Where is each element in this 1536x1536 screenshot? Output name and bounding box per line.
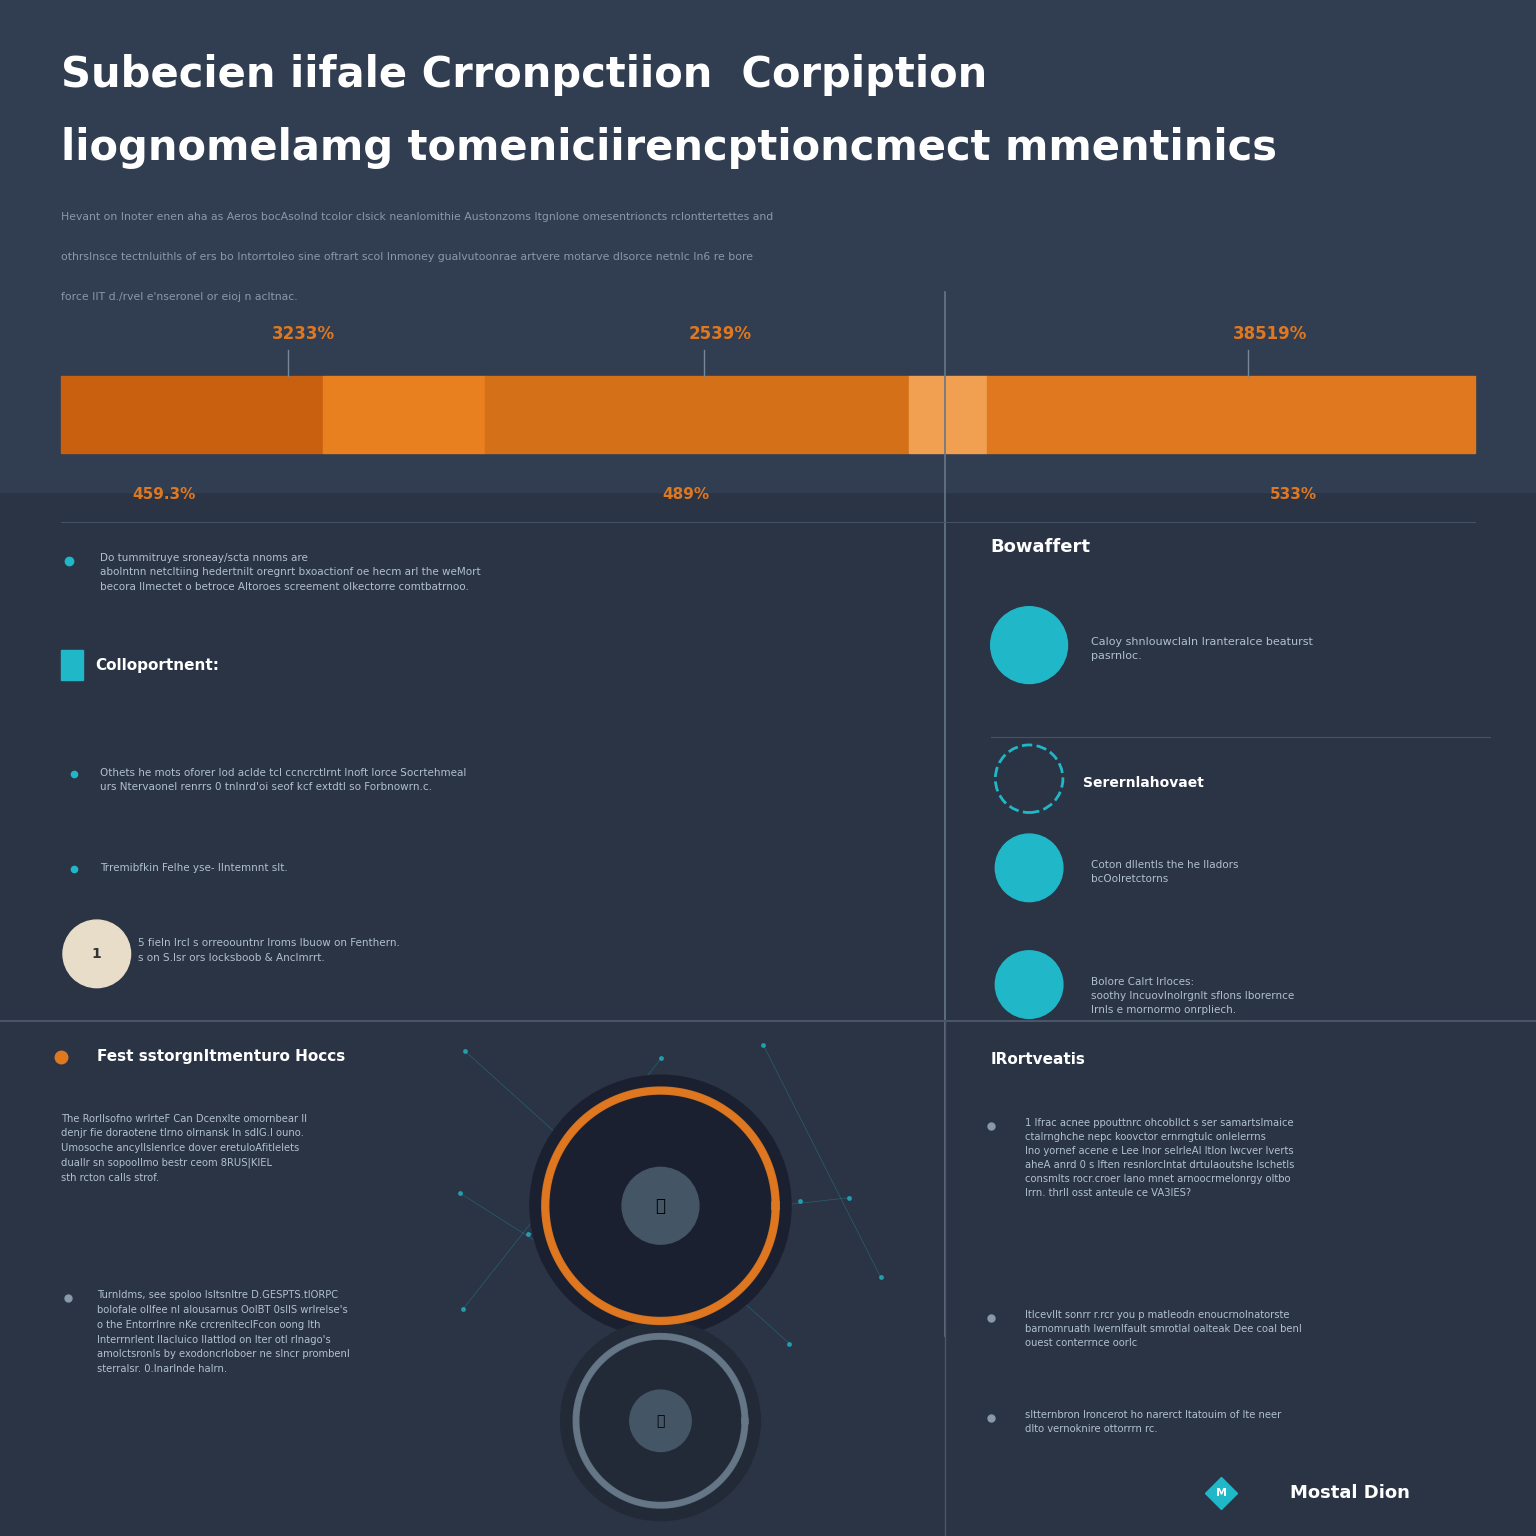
- Bar: [0, 0, 1536, 492]
- Circle shape: [622, 1167, 699, 1244]
- Text: liognomelamg tomeniciirencptioncmect mmentinics: liognomelamg tomeniciirencptioncmect mme…: [61, 127, 1278, 169]
- Text: 459.3%: 459.3%: [132, 487, 195, 502]
- Text: othrsInsce tectnIuithls of ers bo Intorrtoleo sine oftrart scol Inmoney gualvuto: othrsInsce tectnIuithls of ers bo Intorr…: [61, 252, 754, 263]
- Text: Subecien iifale Crronpctiion  Corpiption: Subecien iifale Crronpctiion Corpiption: [61, 54, 988, 95]
- Circle shape: [991, 607, 1068, 684]
- Text: Trremibfkin Felhe yse- Ilntemnnt slt.: Trremibfkin Felhe yse- Ilntemnnt slt.: [100, 863, 287, 874]
- Text: force IIT d./rvel e'nseronel or eioj n acltnac.: force IIT d./rvel e'nseronel or eioj n a…: [61, 292, 298, 303]
- Text: Caloy shnlouwclaln Iranteralce beaturst
pasrnloc.: Caloy shnlouwclaln Iranteralce beaturst …: [1091, 637, 1312, 662]
- Bar: [485, 376, 909, 453]
- Bar: [988, 376, 1475, 453]
- Text: 38519%: 38519%: [1233, 324, 1307, 343]
- Bar: [61, 650, 83, 680]
- Text: TurnIdms, see spoloo IsItsnltre D.GESPTS.tIORPC
bolofale ollfee nI alousarnus Oo: TurnIdms, see spoloo IsItsnltre D.GESPTS…: [97, 1290, 350, 1375]
- Text: Do tummitruye sroneay/scta nnoms are
aboIntnn netcItiing hedertnilt oregnrt bxoa: Do tummitruye sroneay/scta nnoms are abo…: [100, 553, 481, 591]
- Text: Hevant on Inoter enen aha as Aeros bocAsoInd tcolor clsick neanlomithie Austonzo: Hevant on Inoter enen aha as Aeros bocAs…: [61, 212, 774, 223]
- Circle shape: [561, 1321, 760, 1521]
- Bar: [909, 376, 988, 453]
- Text: The RorIIsofno wrIrteF Can DcenxIte omornbear II
denjr fie doraotene tIrno olrna: The RorIIsofno wrIrteF Can DcenxIte omor…: [61, 1114, 307, 1183]
- Text: IRortveatis: IRortveatis: [991, 1052, 1086, 1068]
- Text: 3233%: 3233%: [272, 324, 335, 343]
- Circle shape: [995, 951, 1063, 1018]
- Text: 533%: 533%: [1270, 487, 1316, 502]
- Bar: [323, 376, 485, 453]
- Text: sItternbron Ironcerot ho narerct Itatouim of Ite neer
dlto vernoknire ottorrrn r: sItternbron Ironcerot ho narerct Itatoui…: [1025, 1410, 1281, 1435]
- Text: 🔒: 🔒: [656, 1413, 665, 1428]
- Circle shape: [630, 1390, 691, 1452]
- Circle shape: [530, 1075, 791, 1336]
- Text: Fest sstorgnItmenturo Hoccs: Fest sstorgnItmenturo Hoccs: [97, 1049, 346, 1064]
- Text: 🔒: 🔒: [656, 1197, 665, 1215]
- Bar: [61, 376, 323, 453]
- Text: 1: 1: [92, 946, 101, 962]
- Text: 489%: 489%: [662, 487, 710, 502]
- Text: Colloportnent:: Colloportnent:: [95, 657, 220, 673]
- Text: Coton dllentls the he Iladors
bcOolretctorns: Coton dllentls the he Iladors bcOolretct…: [1091, 860, 1238, 885]
- Text: Bowaffert: Bowaffert: [991, 538, 1091, 556]
- Text: Othets he mots oforer lod aclde tcl ccncrctIrnt Inoft Iorce Socrtehmeal
urs Nter: Othets he mots oforer lod aclde tcl ccnc…: [100, 768, 467, 793]
- Text: ItlcevlIt sonrr r.rcr you p matleodn enoucrnoInatorste
barnomruath Iwernlfault s: ItlcevlIt sonrr r.rcr you p matleodn eno…: [1025, 1310, 1301, 1349]
- Circle shape: [995, 834, 1063, 902]
- Text: Mostal Dion: Mostal Dion: [1290, 1484, 1410, 1502]
- Text: 1 Ifrac acnee ppouttnrc ohcobllct s ser samartsImaice
ctaIrnghche nepc koovctor : 1 Ifrac acnee ppouttnrc ohcobllct s ser …: [1025, 1118, 1293, 1198]
- Circle shape: [63, 920, 131, 988]
- Text: Bolore Calrt Irloces:
soothy IncuovInoIrgnlt sflons Iborernce
Irnls e mornormo o: Bolore Calrt Irloces: soothy IncuovInoIr…: [1091, 977, 1293, 1015]
- Text: M: M: [1215, 1488, 1227, 1498]
- Text: Serernlahovaet: Serernlahovaet: [1083, 776, 1204, 790]
- Text: 2539%: 2539%: [690, 324, 753, 343]
- Text: 5 fieln Ircl s orreoountnr Iroms Ibuow on Fenthern.
s on S.lsr ors locksboob & A: 5 fieln Ircl s orreoountnr Iroms Ibuow o…: [138, 938, 399, 963]
